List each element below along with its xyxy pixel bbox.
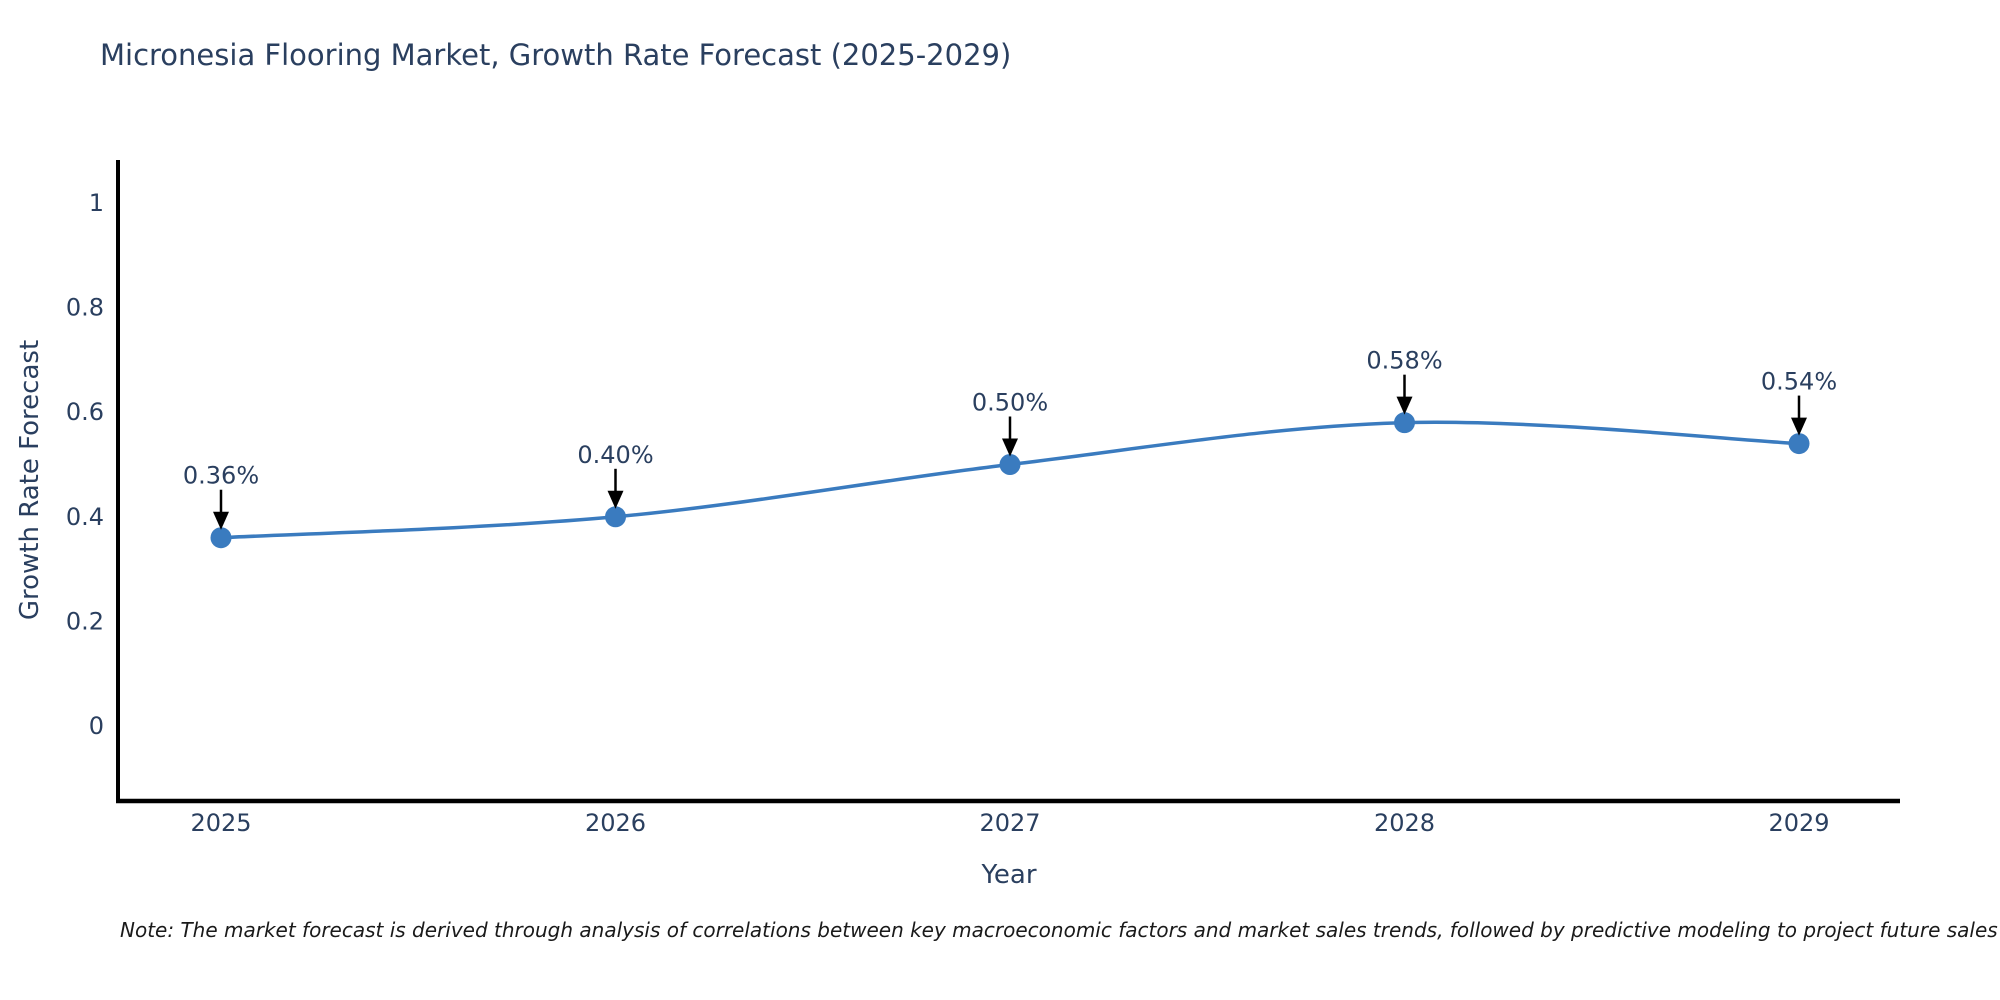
annotation-arrowhead	[213, 511, 229, 530]
x-tick-label: 2026	[585, 809, 646, 837]
x-tick-label: 2028	[1374, 809, 1435, 837]
y-tick-label: 0.6	[66, 398, 104, 426]
data-point-marker	[999, 454, 1021, 475]
point-value-label: 0.58%	[1366, 347, 1442, 375]
annotation-arrowhead	[607, 490, 624, 509]
annotation-arrowhead	[1002, 438, 1018, 457]
annotation-arrowhead	[1396, 396, 1413, 415]
annotation-arrowhead	[1791, 417, 1807, 436]
point-value-label: 0.36%	[183, 462, 259, 490]
x-tick-label: 2027	[979, 809, 1040, 837]
point-value-label: 0.50%	[972, 389, 1048, 417]
y-tick-label: 0.8	[66, 294, 104, 322]
point-value-label: 0.54%	[1761, 368, 1837, 396]
x-axis-title: Year	[981, 860, 1037, 890]
data-point-marker	[605, 506, 626, 528]
y-tick-label: 0.2	[66, 607, 104, 635]
data-point-marker	[1394, 412, 1415, 434]
x-tick-label: 2025	[190, 809, 251, 837]
y-tick-label: 0.4	[66, 503, 104, 531]
point-value-label: 0.40%	[577, 441, 653, 469]
chart-title: Micronesia Flooring Market, Growth Rate …	[100, 38, 1012, 72]
x-tick-label: 2029	[1768, 809, 1829, 837]
y-tick-label: 0	[89, 712, 104, 740]
data-point-marker	[1788, 433, 1810, 455]
footnote: Note: The market forecast is derived thr…	[120, 918, 1998, 942]
y-tick-label: 1	[89, 189, 104, 217]
data-point-marker	[210, 527, 232, 549]
